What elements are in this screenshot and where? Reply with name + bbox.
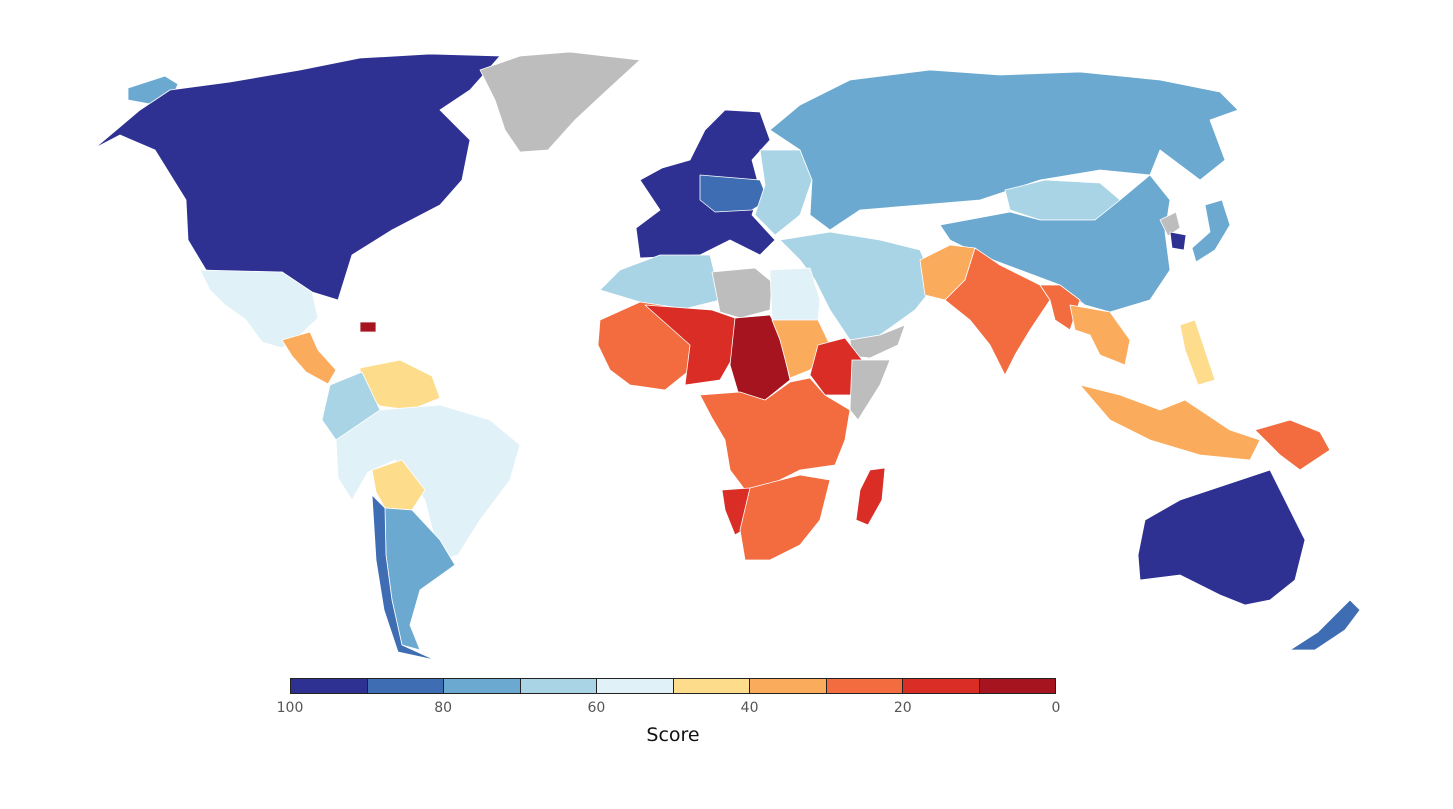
region-madagascar <box>855 467 886 526</box>
region-papua-new-guinea <box>1254 419 1331 471</box>
region-new-zealand <box>1289 599 1361 651</box>
region-philippines <box>1179 319 1216 386</box>
world-choropleth-map <box>94 51 1361 661</box>
region-chad-car <box>729 314 791 401</box>
region-somalia <box>849 359 891 421</box>
region-brazil-peru <box>335 404 521 561</box>
legend-swatch <box>367 679 444 693</box>
legend-swatch <box>597 679 674 693</box>
legend-swatch <box>979 679 1055 693</box>
region-mexico <box>199 269 319 349</box>
region-southeast-asia <box>1069 304 1131 366</box>
region-haiti <box>359 321 377 333</box>
region-australia <box>1137 469 1306 606</box>
region-china <box>939 174 1171 313</box>
region-central-east-africa <box>699 377 851 491</box>
region-north-africa <box>599 254 721 311</box>
region-indonesia <box>1079 384 1261 461</box>
region-myanmar-bangladesh <box>1039 284 1081 331</box>
region-south-korea <box>1169 231 1187 251</box>
score-legend: 100 80 60 40 20 0 Score <box>277 678 1061 746</box>
legend-tick-label: 40 <box>740 700 759 716</box>
legend-tick-label: 0 <box>1051 700 1061 716</box>
legend-swatch <box>750 679 827 693</box>
region-chile <box>371 494 436 661</box>
region-central-america <box>281 331 337 385</box>
region-southern-africa <box>739 474 831 561</box>
legend-color-bar <box>290 678 1056 694</box>
region-greenland <box>479 51 641 153</box>
region-russia <box>769 69 1239 231</box>
region-japan <box>1191 199 1231 263</box>
region-north-america <box>94 53 501 301</box>
legend-tick-label: 100 <box>276 700 304 716</box>
region-sudan <box>771 319 831 379</box>
legend-swatch <box>444 679 521 693</box>
region-egypt <box>769 267 821 323</box>
legend-swatch <box>826 679 903 693</box>
legend-tick-label: 80 <box>434 700 453 716</box>
region-eastern-europe <box>754 149 813 236</box>
legend-swatch <box>673 679 750 693</box>
region-libya <box>711 267 773 319</box>
region-central-europe <box>699 174 769 213</box>
region-north-korea <box>1159 211 1181 237</box>
region-india <box>944 247 1051 376</box>
legend-title: Score <box>646 724 700 746</box>
legend-swatch <box>291 679 368 693</box>
legend-ticks: 100 80 60 40 20 0 <box>277 700 1061 724</box>
legend-swatch <box>520 679 597 693</box>
legend-swatch <box>903 679 980 693</box>
legend-tick-label: 60 <box>587 700 606 716</box>
legend-tick-label: 20 <box>893 700 912 716</box>
